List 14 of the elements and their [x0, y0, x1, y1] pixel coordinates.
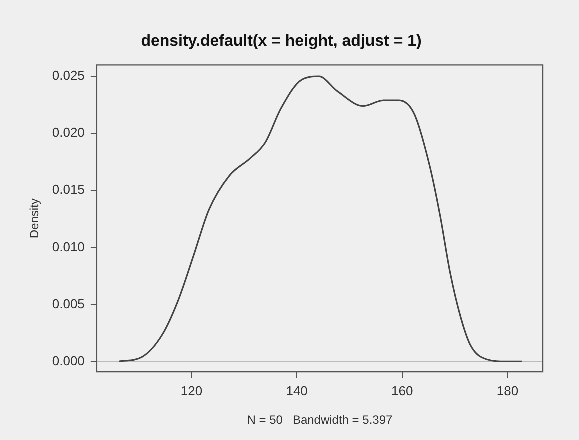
x-tick-label: 120 — [180, 383, 203, 398]
y-tick-label: 0.025 — [52, 68, 85, 84]
x-tick-label: 160 — [392, 383, 414, 398]
y-tick-label: 0.005 — [52, 296, 85, 312]
y-tick-label: 0.000 — [52, 353, 85, 368]
y-tick-label: 0.015 — [52, 182, 85, 198]
x-axis-title: N = 50 Bandwidth = 5.397 — [247, 413, 394, 428]
y-tick-label: 0.020 — [52, 125, 85, 140]
x-tick-label: 180 — [496, 383, 519, 398]
y-axis-title: Density — [28, 198, 42, 239]
line-series — [118, 76, 524, 363]
y-tick-label: 0.010 — [52, 239, 85, 254]
x-tick-label: 140 — [286, 383, 308, 398]
chart-title: density.default(x = height, adjust = 1) — [141, 33, 422, 50]
